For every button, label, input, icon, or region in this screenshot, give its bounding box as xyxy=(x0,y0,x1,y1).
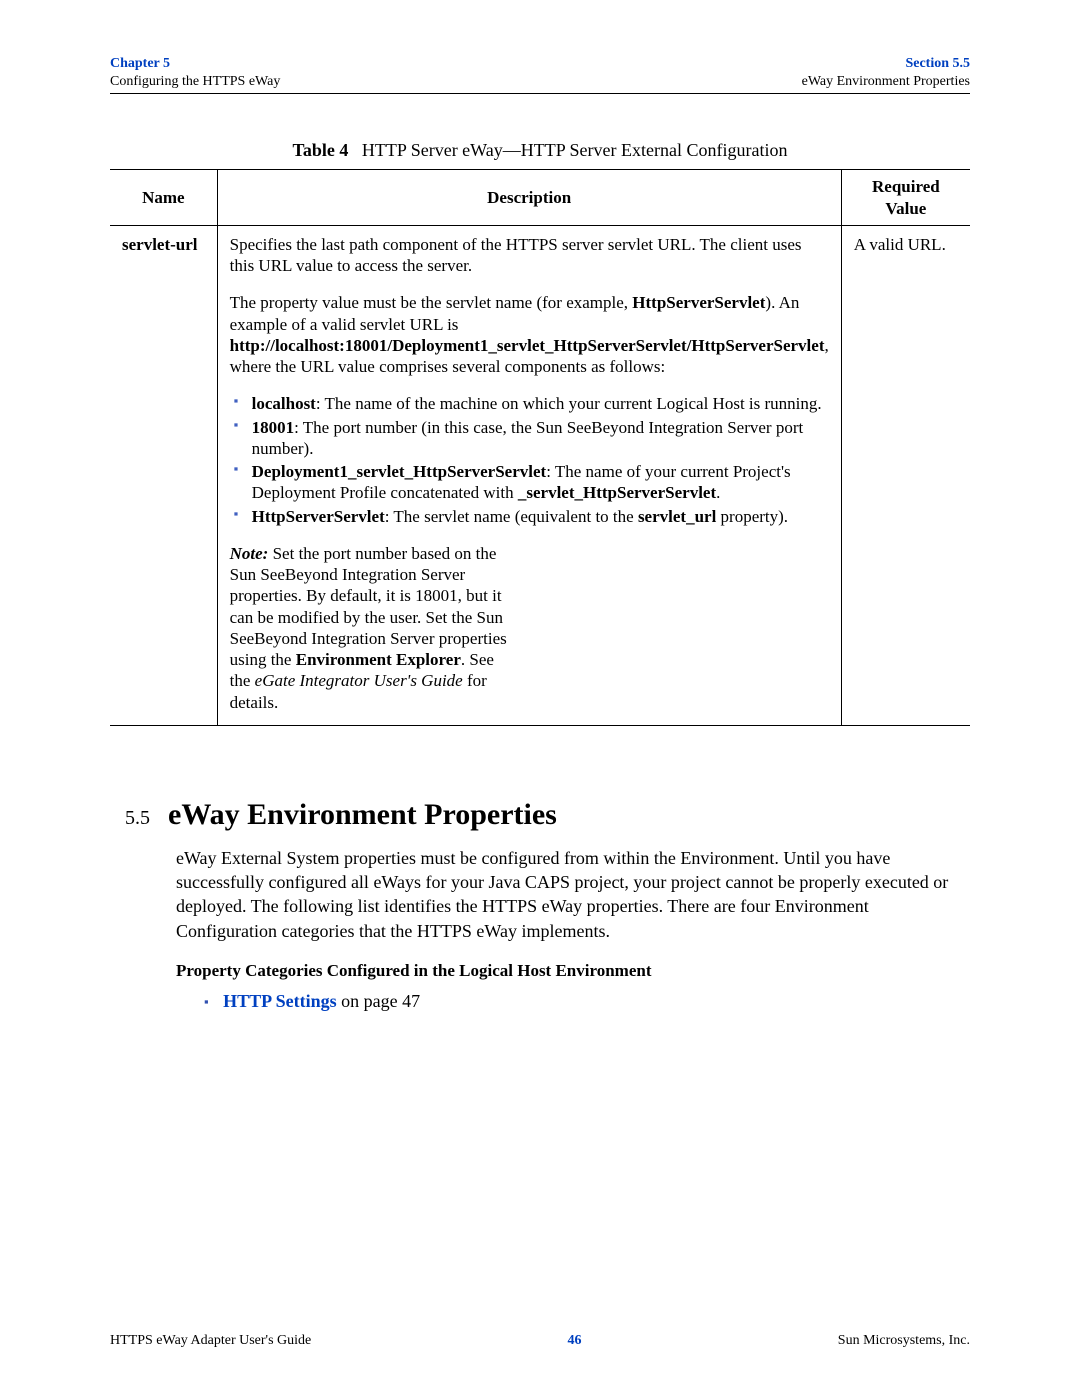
header-right: Section 5.5 eWay Environment Properties xyxy=(802,55,970,91)
th-name: Name xyxy=(110,170,217,226)
chapter-subtitle: Configuring the HTTPS eWay xyxy=(110,73,280,91)
header-rule xyxy=(110,93,970,94)
table-title: HTTP Server eWay—HTTP Server External Co… xyxy=(362,140,788,160)
description-content: Specifies the last path component of the… xyxy=(230,234,829,713)
chapter-label: Chapter 5 xyxy=(110,55,280,73)
document-page: Chapter 5 Configuring the HTTPS eWay Sec… xyxy=(0,0,1080,1012)
desc-para-2: The property value must be the servlet n… xyxy=(230,292,829,377)
section-label: Section 5.5 xyxy=(802,55,970,73)
cell-name: servlet-url xyxy=(110,225,217,725)
section-heading: 5.5 eWay Environment Properties xyxy=(110,798,970,832)
section-title: eWay Environment Properties xyxy=(168,798,557,832)
header-left: Chapter 5 Configuring the HTTPS eWay xyxy=(110,55,280,91)
section-number: 5.5 xyxy=(110,807,150,830)
footer-page-number: 46 xyxy=(568,1333,582,1349)
table-number: Table 4 xyxy=(293,140,349,160)
table-row: servlet-url Specifies the last path comp… xyxy=(110,225,970,725)
desc-para-1: Specifies the last path component of the… xyxy=(230,234,829,277)
cell-description: Specifies the last path component of the… xyxy=(217,225,841,725)
http-settings-link[interactable]: HTTP Settings xyxy=(223,991,337,1011)
list-item: HttpServerServlet: The servlet name (equ… xyxy=(230,506,829,527)
section-body: eWay External System properties must be … xyxy=(176,846,970,943)
cell-required: A valid URL. xyxy=(841,225,970,725)
list-item: Deployment1_servlet_HttpServerServlet: T… xyxy=(230,461,829,504)
list-item: localhost: The name of the machine on wh… xyxy=(230,393,829,414)
footer-company: Sun Microsystems, Inc. xyxy=(838,1333,970,1349)
footer-doc-title: HTTPS eWay Adapter User's Guide xyxy=(110,1333,311,1349)
table-header-row: Name Description Required Value xyxy=(110,170,970,226)
th-required: Required Value xyxy=(841,170,970,226)
list-item: HTTP Settings on page 47 xyxy=(204,991,970,1012)
config-table: Name Description Required Value servlet-… xyxy=(110,169,970,726)
list-item: 18001: The port number (in this case, th… xyxy=(230,417,829,460)
section-subtitle: eWay Environment Properties xyxy=(802,73,970,91)
page-header: Chapter 5 Configuring the HTTPS eWay Sec… xyxy=(110,55,970,91)
table-caption: Table 4 HTTP Server eWay—HTTP Server Ext… xyxy=(110,140,970,161)
th-description: Description xyxy=(217,170,841,226)
subsection-heading: Property Categories Configured in the Lo… xyxy=(176,961,970,981)
desc-note: Note: Set the port number based on the S… xyxy=(230,543,510,713)
component-list: localhost: The name of the machine on wh… xyxy=(230,393,829,527)
category-list: HTTP Settings on page 47 xyxy=(176,991,970,1012)
page-ref: on page 47 xyxy=(337,991,420,1011)
page-footer: HTTPS eWay Adapter User's Guide 46 Sun M… xyxy=(110,1333,970,1349)
